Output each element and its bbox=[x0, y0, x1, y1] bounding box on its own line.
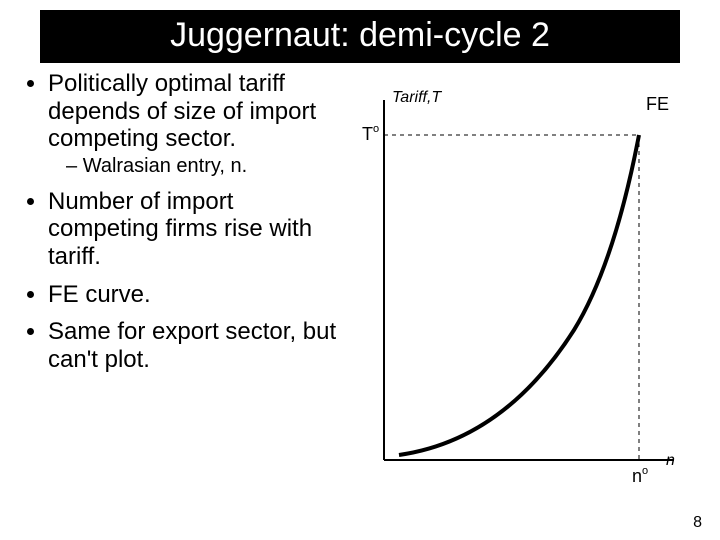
y-axis-label: Tariff,T bbox=[392, 89, 442, 106]
x-tick-label: no bbox=[632, 465, 648, 486]
fe-chart: Tariff,T FE To no n bbox=[354, 80, 684, 500]
bullet-2: Number of import competing firms rise wi… bbox=[48, 188, 344, 271]
y-tick-sup: o bbox=[373, 123, 379, 135]
fe-curve bbox=[399, 135, 639, 455]
x-axis-label: n bbox=[666, 452, 675, 469]
y-tick-base: T bbox=[362, 124, 373, 144]
bullet-1-sub: Walrasian entry, n. bbox=[66, 155, 344, 178]
x-tick-base: n bbox=[632, 466, 642, 486]
x-tick-sup: o bbox=[642, 465, 648, 477]
bullet-3: FE curve. bbox=[48, 281, 344, 309]
slide-body: Politically optimal tariff depends of si… bbox=[24, 70, 696, 520]
bullet-4: Same for export sector, but can't plot. bbox=[48, 318, 344, 373]
slide: Juggernaut: demi-cycle 2 Politically opt… bbox=[0, 0, 720, 540]
bullet-1-text: Politically optimal tariff depends of si… bbox=[48, 70, 316, 152]
fe-label: FE bbox=[646, 94, 669, 114]
bullet-list: Politically optimal tariff depends of si… bbox=[24, 70, 344, 383]
page-number: 8 bbox=[693, 514, 702, 532]
bullet-1: Politically optimal tariff depends of si… bbox=[48, 70, 344, 178]
slide-title: Juggernaut: demi-cycle 2 bbox=[40, 10, 680, 63]
y-tick-label: To bbox=[362, 123, 379, 144]
